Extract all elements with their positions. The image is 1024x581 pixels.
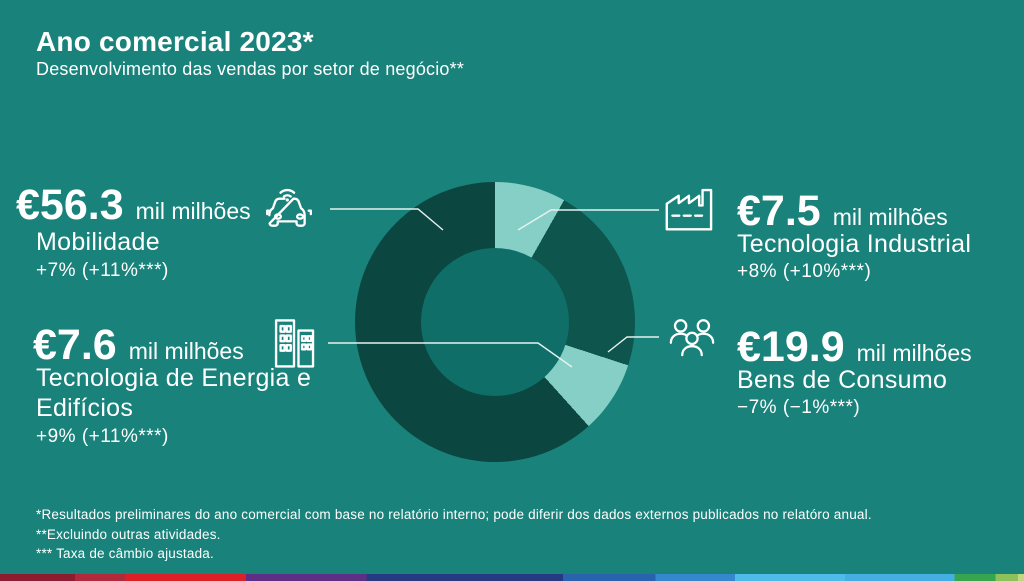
footnotes: *Resultados preliminares do ano comercia…: [36, 505, 872, 564]
mobilidade-change: +7% (+11%***): [36, 260, 169, 281]
page-subtitle: Desenvolvimento das vendas por setor de …: [36, 59, 465, 79]
factory-icon: [661, 185, 718, 235]
mobilidade-amount: €56.3: [16, 181, 124, 229]
callout-mobilidade-amount-row: €56.3 mil milhões: [16, 184, 251, 227]
footnote-3: *** Taxa de câmbio ajustada.: [36, 546, 214, 562]
industrial-unit: mil milhões: [832, 204, 948, 230]
industrial-change: +8% (+10%***): [737, 261, 872, 282]
connected-car-icon: [262, 184, 316, 234]
page-title: Ano comercial 2023*: [36, 26, 314, 57]
energia-label: Tecnologia de Energia e Edifícios: [36, 364, 312, 422]
consumo-label: Bens de Consumo: [737, 366, 948, 394]
donut-hole: [421, 248, 569, 396]
brand-color-stripe: [0, 574, 1024, 581]
mobilidade-unit: mil milhões: [135, 198, 251, 224]
energia-amount: €7.6: [33, 321, 117, 369]
industrial-amount: €7.5: [737, 187, 821, 235]
callout-consumo-amount-row: €19.9 mil milhões: [737, 326, 972, 369]
industrial-label: Tecnologia Industrial: [737, 230, 972, 258]
consumo-change: −7% (−1%***): [737, 397, 861, 418]
footnote-1: *Resultados preliminares do ano comercia…: [36, 507, 872, 522]
buildings-icon: [268, 316, 320, 372]
footnote-2: **Excluindo outras atividades.: [36, 526, 221, 542]
energia-change: +9% (+11%***): [36, 426, 169, 447]
consumo-unit: mil milhões: [856, 340, 972, 366]
callout-energia-amount-row: €7.6 mil milhões: [33, 324, 244, 367]
mobilidade-label: Mobilidade: [36, 228, 160, 256]
people-icon: [666, 314, 718, 366]
consumo-amount: €19.9: [737, 323, 845, 371]
callout-industrial-amount-row: €7.5 mil milhões: [737, 190, 948, 233]
energia-unit: mil milhões: [128, 338, 244, 364]
